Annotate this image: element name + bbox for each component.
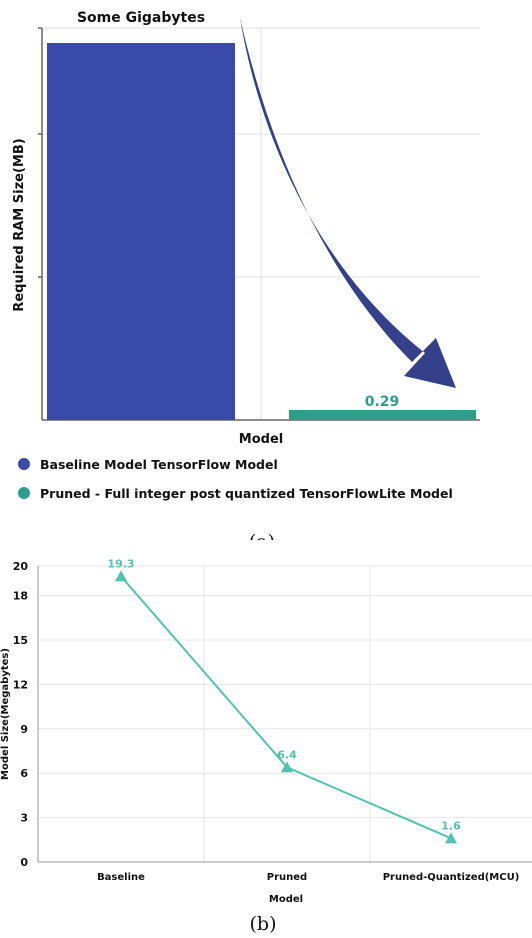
chart-a: 0.29 Some Gigabytes Required RAM Size(MB…	[12, 10, 480, 540]
chart-b-ytick-label: 0	[20, 856, 28, 869]
chart-b-series-line	[120, 575, 452, 840]
chart-b-yticks: 0 3 6 9 12 15 18 20	[13, 560, 29, 869]
chart-b-ytick-label: 15	[13, 634, 28, 647]
legend-label-pruned: Pruned - Full integer post quantized Ten…	[40, 486, 453, 501]
chart-a-legend: Baseline Model TensorFlow Model Pruned -…	[18, 457, 453, 501]
chart-b-xticks: Baseline Pruned Pruned-Quantized(MCU)	[97, 872, 519, 883]
chart-a-bar-baseline	[47, 43, 235, 420]
chart-b-xtick-label: Pruned	[267, 872, 307, 883]
chart-b-data-labels: 19.3 6.4 1.6	[107, 557, 461, 832]
chart-b-point-marker	[115, 570, 127, 582]
chart-a-arrow-annotation	[240, 18, 456, 388]
chart-a-data-label: 0.29	[365, 394, 400, 410]
chart-a-ylabel: Required RAM Size(MB)	[12, 138, 27, 311]
chart-b-xtick-label: Baseline	[97, 872, 145, 883]
chart-a-caption: (a)	[249, 531, 275, 540]
chart-a-xlabel: Model	[239, 432, 283, 447]
legend-marker-baseline	[18, 458, 30, 470]
chart-a-bar-pruned	[289, 410, 476, 420]
chart-b-ytick-label: 20	[13, 560, 29, 573]
legend-marker-pruned	[18, 487, 30, 499]
chart-a-title: Some Gigabytes	[77, 10, 205, 26]
chart-b-point-marker	[281, 761, 293, 773]
chart-b-ytick-label: 3	[20, 812, 28, 825]
chart-b-caption: (b)	[250, 913, 277, 935]
chart-b-ytick-label: 12	[13, 678, 28, 691]
chart-b-ylabel: Model Size(Megabytes)	[0, 648, 11, 780]
chart-b-ytick-label: 18	[13, 590, 28, 603]
chart-b-xtick-label: Pruned-Quantized(MCU)	[383, 872, 520, 883]
chart-b-ytick-label: 6	[20, 767, 28, 780]
chart-b-data-label: 6.4	[277, 748, 297, 761]
chart-b-data-label: 19.3	[107, 557, 134, 570]
chart-b-xlabel: Model	[269, 894, 303, 905]
chart-b-ytick-label: 9	[20, 723, 28, 736]
chart-b-markers	[115, 570, 457, 844]
legend-label-baseline: Baseline Model TensorFlow Model	[40, 457, 278, 472]
chart-b-point-marker	[445, 832, 457, 844]
chart-b-grid	[38, 565, 532, 863]
chart-b-data-label: 1.6	[441, 819, 461, 832]
